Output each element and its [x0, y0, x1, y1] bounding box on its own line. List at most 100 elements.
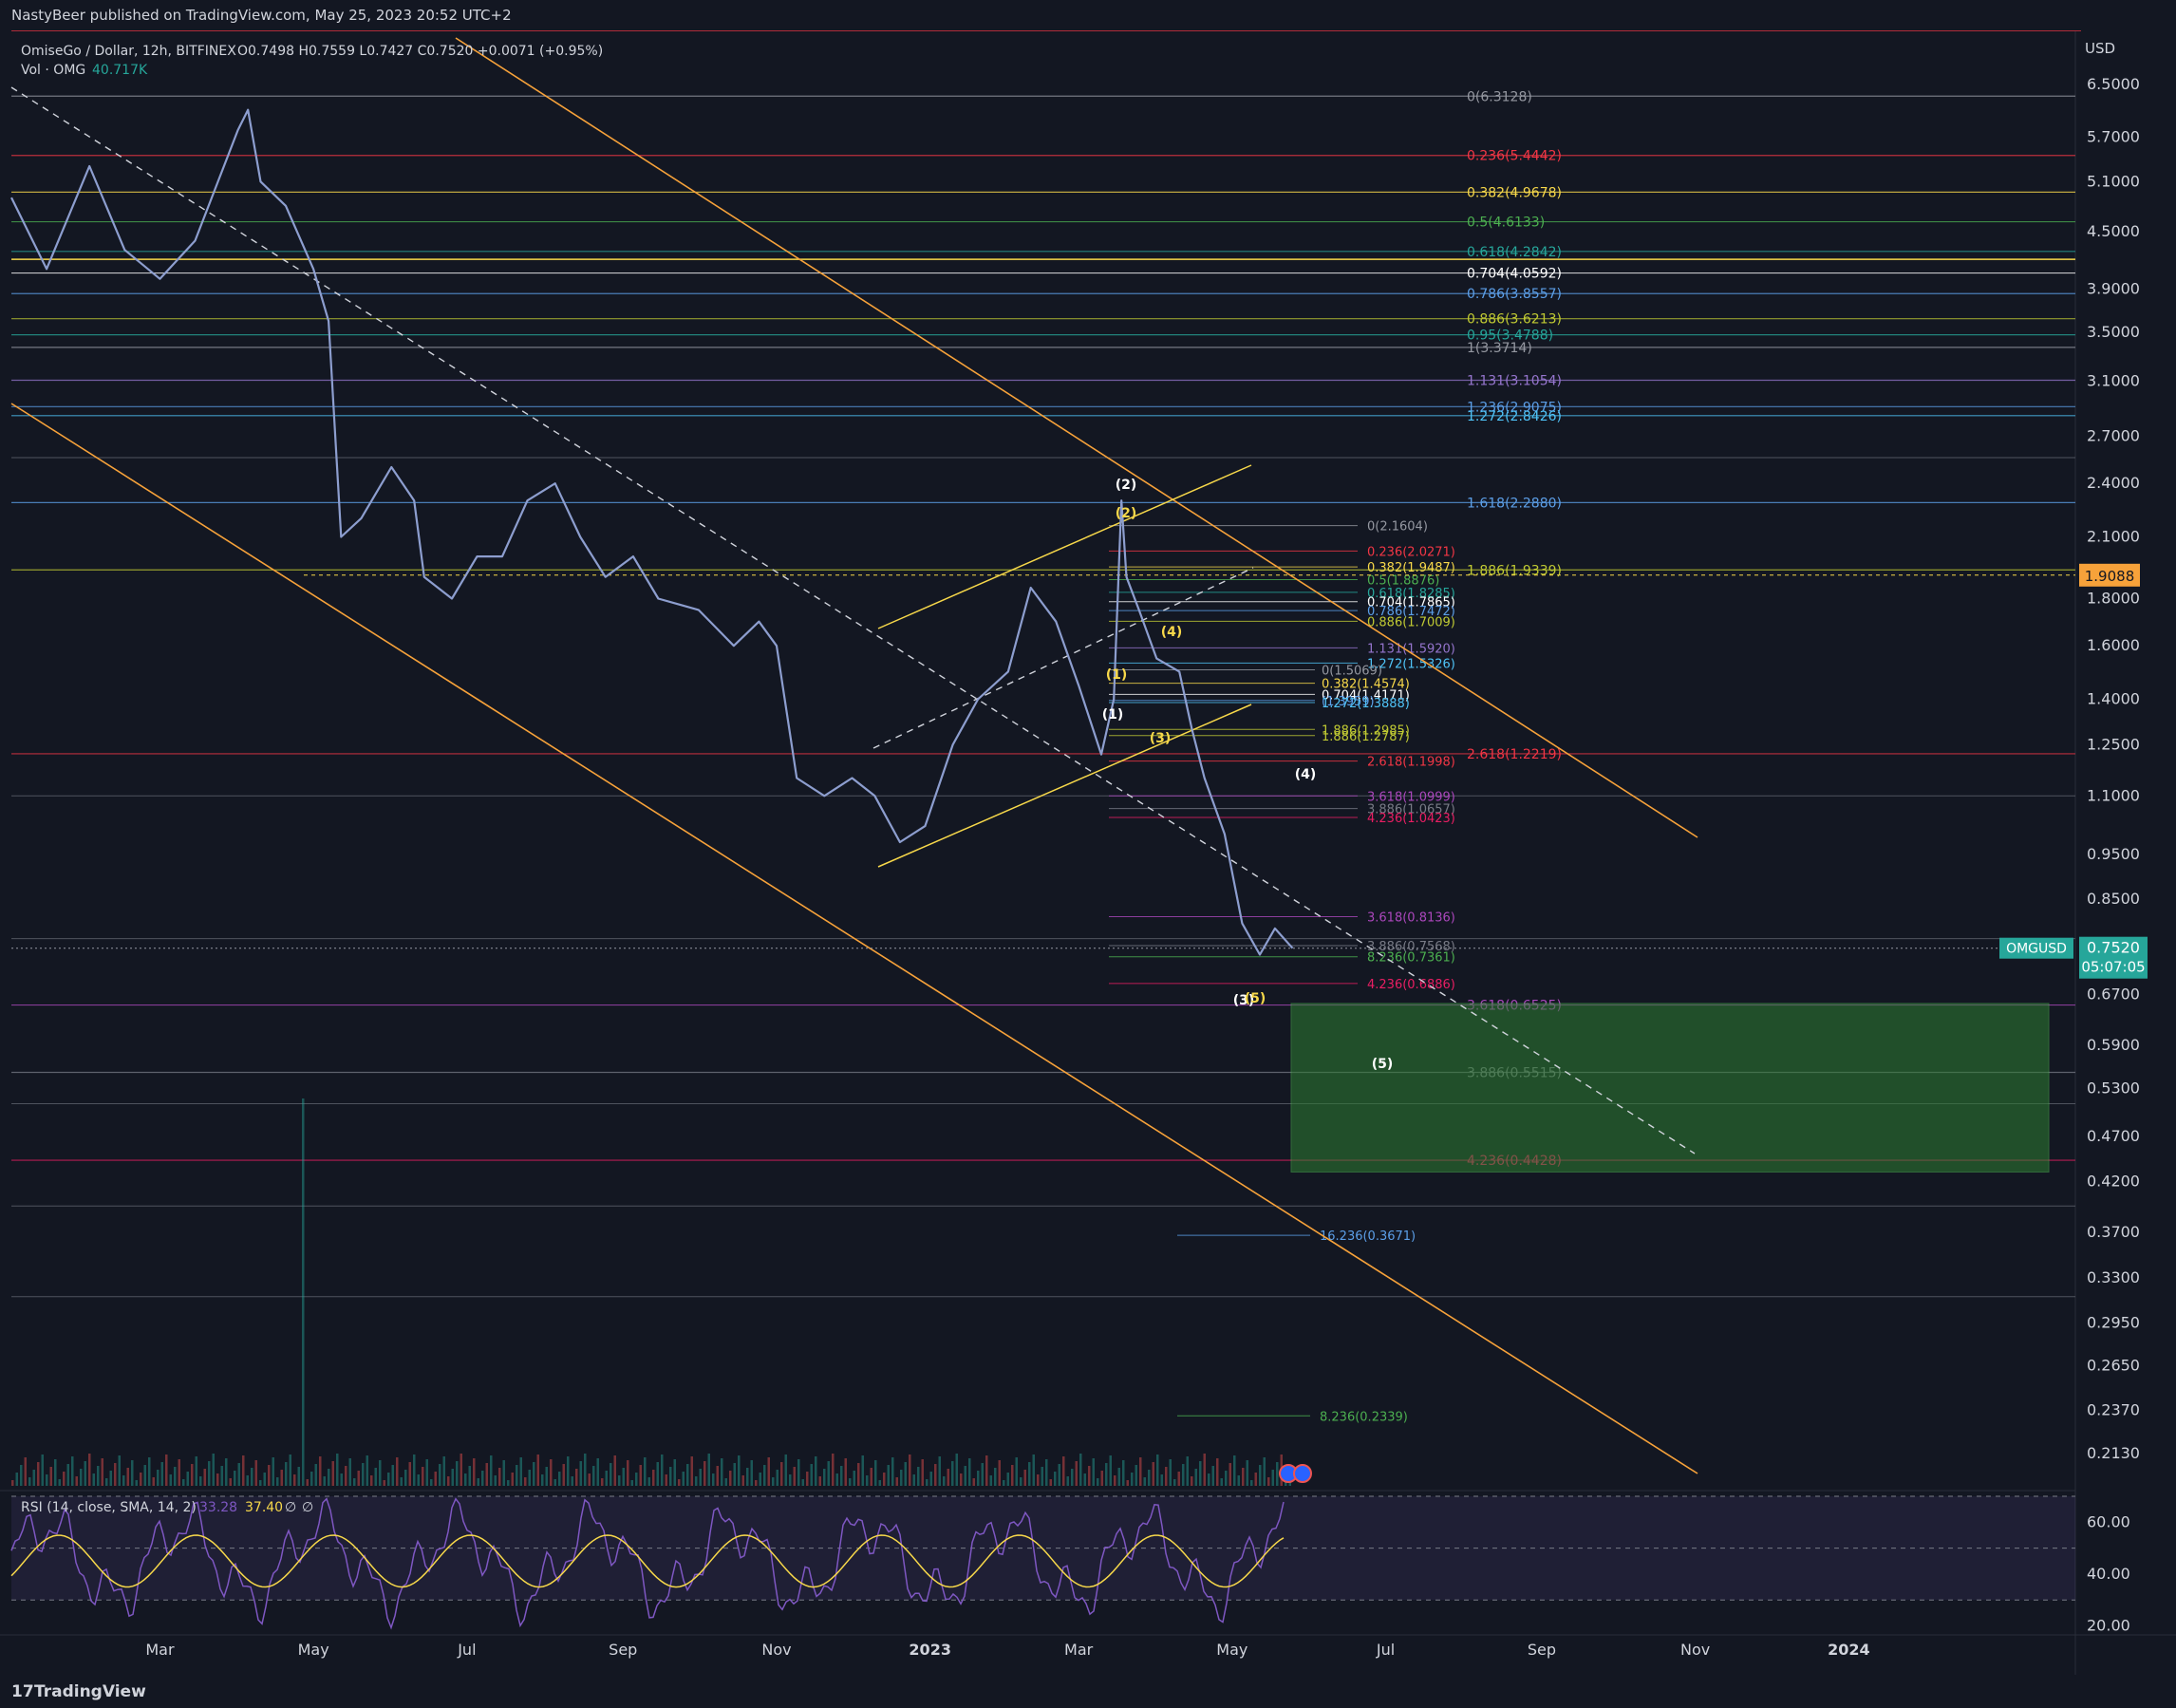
- price-tick-label: 0.2130: [2087, 1444, 2140, 1462]
- fib-level-label: 0.618(4.2842): [1467, 245, 1562, 260]
- volume-bar: [285, 1462, 288, 1486]
- volume-bar: [870, 1468, 872, 1486]
- fib-secondary-label: 16.236(0.3671): [1320, 1229, 1416, 1244]
- volume-bar: [306, 1479, 309, 1486]
- volume-bar: [442, 1456, 445, 1486]
- volume-bar: [357, 1471, 360, 1486]
- fib-level-label: 1.131(3.1054): [1467, 374, 1562, 389]
- volume-bar: [148, 1457, 151, 1486]
- volume-bar: [690, 1456, 693, 1486]
- volume-bar: [1267, 1477, 1270, 1486]
- volume-bar: [755, 1480, 758, 1486]
- volume-bar: [1037, 1474, 1040, 1486]
- fib-level-label: 0.886(3.6213): [1467, 312, 1562, 328]
- volume-bar: [1250, 1480, 1253, 1486]
- volume-bar: [88, 1454, 91, 1486]
- volume-bar: [490, 1455, 493, 1486]
- volume-bar: [203, 1469, 206, 1486]
- volume-bar: [1259, 1465, 1262, 1486]
- volume-bar: [122, 1475, 125, 1486]
- volume-bar: [1208, 1473, 1210, 1486]
- volume-bar: [169, 1474, 172, 1486]
- volume-bar: [422, 1467, 424, 1486]
- wave-label: (4): [1295, 767, 1317, 782]
- volume-bar: [613, 1455, 616, 1486]
- fib-secondary-label: 0.786(1.7472): [1367, 605, 1455, 619]
- volume-bar: [857, 1463, 860, 1486]
- volume-bar: [943, 1476, 946, 1486]
- wave-label: (3): [1233, 993, 1255, 1008]
- price-tick-label: 2.1000: [2087, 528, 2140, 546]
- volume-bar: [481, 1471, 484, 1486]
- volume-bar: [413, 1455, 416, 1486]
- volume-bar: [849, 1478, 852, 1486]
- fib-secondary-label: 3.618(0.8136): [1367, 910, 1455, 925]
- volume-bar: [878, 1480, 881, 1486]
- volume-bars: [11, 1098, 1291, 1486]
- fib-level-label: 0.786(3.8557): [1467, 287, 1562, 302]
- volume-bar: [866, 1475, 869, 1486]
- volume-bar: [396, 1457, 399, 1486]
- volume-bar: [237, 1463, 240, 1486]
- volume-bar: [280, 1470, 283, 1486]
- volume-bar: [242, 1455, 245, 1486]
- volume-bar: [1088, 1466, 1091, 1486]
- chart-legend: OmiseGo / Dollar, 12h, BITFINEX O0.7498 H…: [21, 44, 603, 78]
- volume-bar: [724, 1478, 727, 1486]
- price-tick-label: 1.6000: [2087, 636, 2140, 654]
- price-tick-label: 5.1000: [2087, 172, 2140, 190]
- volume-bar: [353, 1478, 356, 1486]
- volume-bar: [387, 1473, 390, 1486]
- fib-level-label: 1.618(2.2880): [1467, 496, 1562, 511]
- fib-secondary-label: 4.236(0.6886): [1367, 978, 1455, 992]
- volume-bar: [1199, 1461, 1202, 1486]
- volume-bar: [627, 1460, 629, 1486]
- volume-bar: [630, 1480, 633, 1486]
- volume-bar: [1152, 1462, 1154, 1486]
- volume-bar: [1049, 1479, 1052, 1486]
- volume-bar: [1242, 1468, 1245, 1486]
- wave-label: (5): [1372, 1057, 1394, 1072]
- volume-bar: [644, 1457, 647, 1486]
- volume-bar: [1075, 1461, 1078, 1486]
- volume-bar: [541, 1474, 544, 1486]
- fib-level-label: 0.382(4.9678): [1467, 185, 1562, 200]
- price-tick-label: 1.4000: [2087, 690, 2140, 708]
- time-tick-label: Mar: [145, 1641, 175, 1659]
- volume-bar: [784, 1455, 787, 1486]
- volume-bar: [929, 1472, 932, 1486]
- volume-bar: [699, 1469, 702, 1486]
- volume-bar: [533, 1462, 535, 1486]
- volume-bar: [289, 1455, 291, 1486]
- volume-bar: [695, 1476, 698, 1486]
- volume-bar: [208, 1461, 211, 1486]
- fib-secondary-label: 0.886(1.7009): [1367, 615, 1455, 629]
- orange-trendline-lower: [10, 403, 1698, 1474]
- tradingview-logo[interactable]: 17TradingView: [11, 1682, 146, 1701]
- fib-secondary-label: 0.5(1.8876): [1367, 574, 1439, 589]
- white-dashed-trendline: [10, 86, 1696, 1154]
- time-tick-label: Nov: [1680, 1641, 1710, 1659]
- volume-bar: [1276, 1462, 1279, 1486]
- volume-bar: [909, 1455, 911, 1486]
- volume-bar: [101, 1458, 103, 1486]
- volume-bar: [1092, 1458, 1095, 1486]
- volume-bar: [733, 1463, 736, 1486]
- volume-bar: [1254, 1473, 1257, 1486]
- volume-bar: [92, 1473, 95, 1486]
- volume-bar: [686, 1464, 689, 1486]
- volume-bar: [985, 1455, 988, 1486]
- volume-value: 40.717K: [92, 63, 148, 78]
- volume-bar: [592, 1466, 595, 1486]
- volume-bar: [58, 1479, 61, 1486]
- volume-bar: [661, 1455, 664, 1486]
- volume-bar: [1246, 1460, 1248, 1486]
- volume-bar: [1156, 1455, 1159, 1486]
- volume-bar: [494, 1475, 497, 1486]
- volume-bar: [588, 1473, 591, 1486]
- fib-secondary: 0(2.1604) 0.236(2.0271) 0.382(1.9487)0.5(1…: [1109, 520, 1455, 1424]
- volume-bar: [464, 1473, 467, 1486]
- volume-bar: [780, 1462, 783, 1486]
- price-tick-label: 0.9500: [2087, 845, 2140, 863]
